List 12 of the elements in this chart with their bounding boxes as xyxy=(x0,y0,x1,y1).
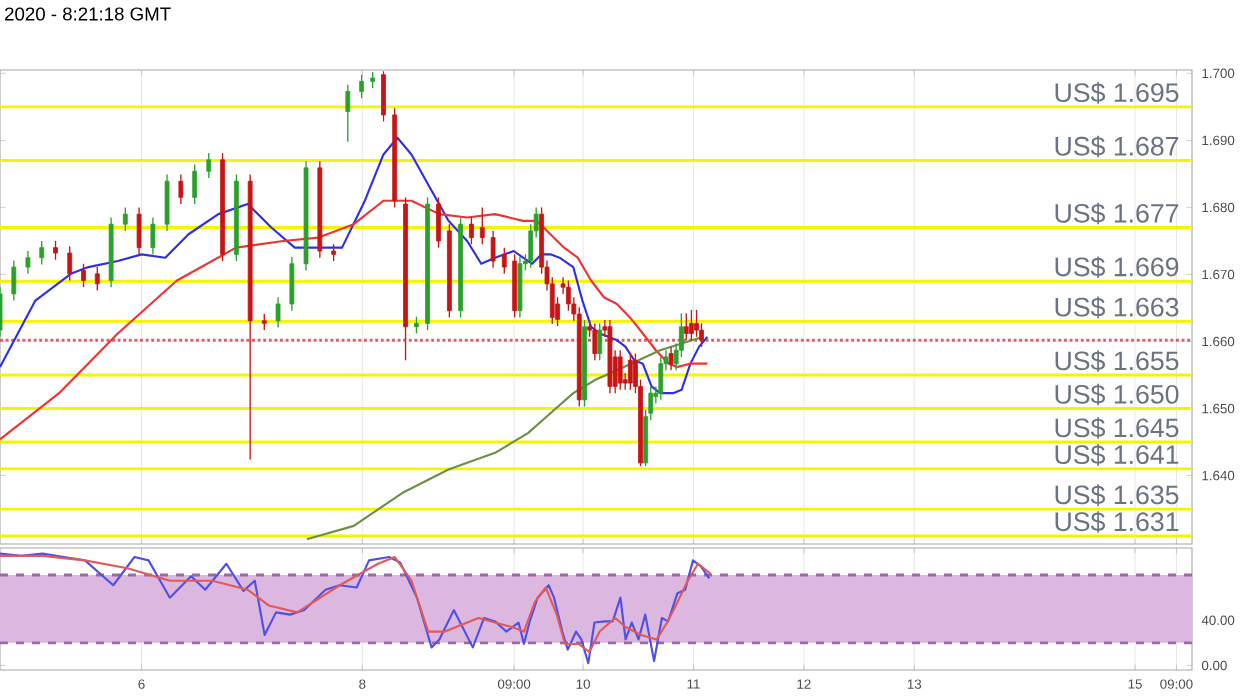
chart-title: 2020 - 8:21:18 GMT xyxy=(5,7,171,21)
ref-line-label: US$ 1.655 xyxy=(1055,350,1179,372)
ref-line-label: US$ 1.641 xyxy=(1055,444,1179,466)
ref-line-label: US$ 1.663 xyxy=(1055,296,1179,319)
ref-line-label: US$ 1.677 xyxy=(1055,202,1179,225)
ref-line-label: US$ 1.631 xyxy=(1055,511,1179,533)
ref-line-label: US$ 1.669 xyxy=(1055,256,1179,278)
ref-line-label: US$ 1.695 xyxy=(1055,82,1179,104)
ref-line-label: US$ 1.650 xyxy=(1055,383,1179,406)
ref-line-label: US$ 1.687 xyxy=(1055,135,1179,158)
ref-line-label: US$ 1.635 xyxy=(1055,484,1179,506)
ref-line-label: US$ 1.645 xyxy=(1055,417,1179,439)
